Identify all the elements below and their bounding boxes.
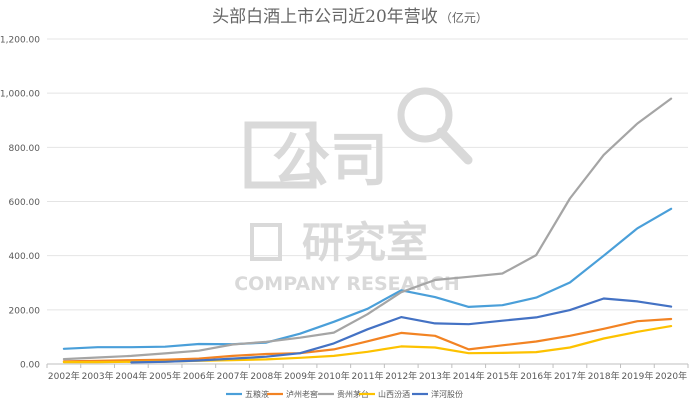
watermark-brand-bottom: 研究室 — [302, 218, 428, 267]
x-tick-label: 2019年 — [621, 370, 653, 382]
x-tick-label: 2014年 — [453, 370, 485, 382]
gridlines — [47, 38, 688, 365]
watermark-brand-top: 公司 — [272, 126, 388, 194]
series-line-4 — [62, 325, 673, 364]
x-tick-label: 2016年 — [520, 370, 552, 382]
series-lines — [62, 97, 673, 364]
y-tick-label: 800.00 — [9, 144, 41, 154]
x-tick-label: 2012年 — [385, 370, 417, 382]
y-tick-label: 0.00 — [20, 361, 40, 371]
legend-label: 洋河股份 — [431, 389, 463, 399]
legend-label: 山西汾酒 — [378, 389, 410, 399]
axes: 0.00 200.00 400.00 600.00 800.00 1,000.00 1,20… — [0, 36, 689, 382]
document-icon — [250, 223, 282, 261]
x-tick-label: 2004年 — [115, 370, 147, 382]
chart-title-text: 头部白酒上市公司近20年营收 — [212, 7, 438, 27]
x-tick-label: 2009年 — [284, 370, 316, 382]
x-tick-label: 2008年 — [250, 370, 282, 382]
series-line-5 — [130, 297, 673, 364]
x-tick-label: 2015年 — [486, 370, 518, 382]
x-tick-label: 2005年 — [149, 370, 181, 382]
x-tick-label: 2018年 — [588, 370, 620, 382]
legend-label: 泸州老窖 — [286, 389, 318, 399]
x-tick-label: 2011年 — [352, 370, 384, 382]
magnifier-icon — [397, 87, 453, 143]
y-tick-label: 400.00 — [9, 252, 41, 262]
series-line-2 — [62, 317, 673, 363]
legend: 五粮液 泸州老窖 贵州茅台 山西汾酒 洋河股份 — [226, 389, 463, 399]
x-tick-label: 2013年 — [419, 370, 451, 382]
x-tick-label: 2006年 — [183, 370, 215, 382]
watermark-frame — [244, 121, 317, 189]
x-tick-label: 2003年 — [82, 370, 114, 382]
legend-label: 五粮液 — [245, 389, 269, 399]
legend-label: 贵州茅台 — [337, 389, 369, 399]
chart-title-unit: （亿元） — [439, 11, 488, 25]
y-tick-label: 200.00 — [9, 306, 41, 316]
watermark-brand-en: COMPANY RESEARCH — [234, 273, 460, 295]
y-tick-label: 1,000.00 — [0, 90, 40, 100]
x-tick-label: 2017年 — [554, 370, 586, 382]
chart-title: 头部白酒上市公司近20年营收 （亿元） — [0, 2, 700, 27]
series-line-3 — [62, 97, 673, 361]
magnifier-handle — [436, 127, 473, 165]
x-tick-label: 2002年 — [48, 370, 80, 382]
y-tick-label: 600.00 — [9, 198, 41, 208]
x-tick-label: 2007年 — [217, 370, 249, 382]
x-tick-label: 2020年 — [655, 370, 687, 382]
x-tick-label: 2010年 — [318, 370, 350, 382]
y-tick-label: 1,200.00 — [0, 36, 40, 46]
series-line-1 — [62, 207, 673, 350]
